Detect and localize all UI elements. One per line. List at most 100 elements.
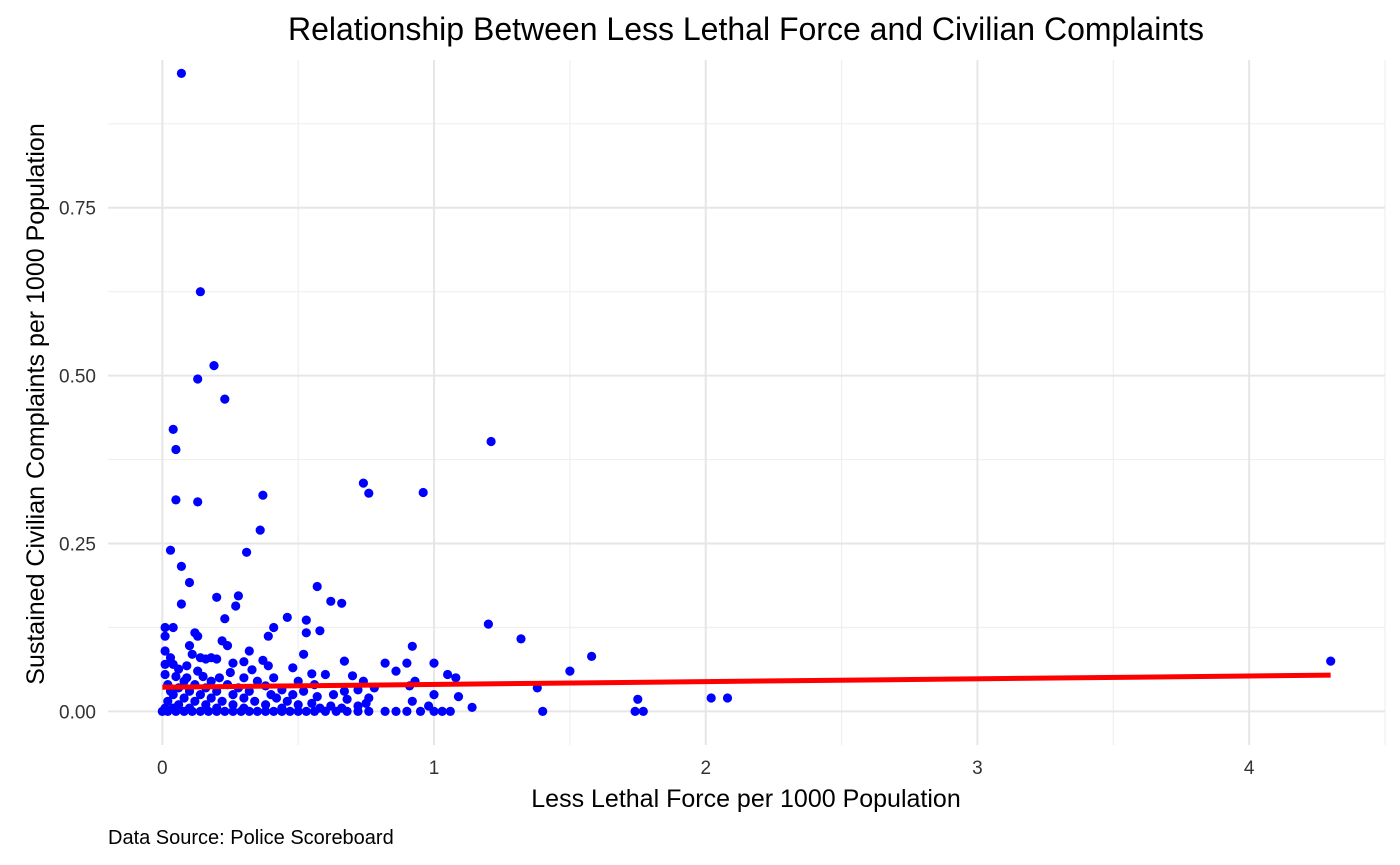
x-axis-title: Less Lethal Force per 1000 Population <box>531 785 960 813</box>
data-point <box>320 669 330 680</box>
data-point <box>168 424 178 434</box>
data-point <box>307 698 317 709</box>
data-point <box>228 700 238 710</box>
data-point <box>225 667 235 678</box>
data-point <box>364 488 374 498</box>
data-point <box>443 669 453 680</box>
data-point <box>255 525 265 535</box>
data-point <box>282 696 292 706</box>
data-point <box>301 628 311 638</box>
data-point <box>160 646 170 656</box>
data-point <box>320 706 330 717</box>
data-point <box>288 663 298 673</box>
data-point <box>429 706 439 717</box>
data-point <box>391 706 401 717</box>
data-point <box>407 696 417 706</box>
data-point <box>271 693 282 703</box>
data-point <box>402 706 412 717</box>
data-point <box>722 693 733 703</box>
trend-line <box>162 672 1331 690</box>
data-point <box>630 706 640 717</box>
data-point <box>353 706 363 717</box>
data-point <box>220 614 230 624</box>
data-point <box>212 706 222 717</box>
data-point <box>214 673 224 683</box>
data-point <box>516 634 526 644</box>
data-point <box>168 622 178 633</box>
data-point <box>228 658 238 668</box>
data-point <box>171 444 181 455</box>
data-point <box>307 669 317 679</box>
data-point <box>187 706 197 717</box>
chart-title: Relationship Between Less Lethal Force a… <box>288 11 1204 47</box>
data-point <box>217 696 227 706</box>
data-point <box>418 487 428 498</box>
data-point <box>193 497 203 507</box>
x-tick-label: 3 <box>972 758 983 779</box>
data-point <box>171 671 181 682</box>
data-point <box>299 649 309 659</box>
data-point <box>160 631 170 641</box>
data-point <box>339 656 349 666</box>
data-point <box>179 706 189 717</box>
data-point <box>239 657 249 667</box>
y-tick-label: 0.25 <box>59 535 96 556</box>
data-point <box>209 361 219 371</box>
data-point <box>233 591 243 601</box>
data-point <box>486 436 496 447</box>
data-point <box>198 671 208 682</box>
data-point <box>467 702 477 713</box>
data-point <box>160 659 170 670</box>
data-point <box>242 547 252 557</box>
data-point <box>184 577 195 588</box>
data-point <box>380 706 390 717</box>
data-point <box>445 706 455 717</box>
data-point <box>407 641 417 651</box>
data-point <box>187 649 197 659</box>
data-point <box>176 599 186 609</box>
data-point <box>239 693 249 703</box>
data-point <box>236 706 246 717</box>
data-point <box>269 673 279 683</box>
data-point <box>206 676 216 686</box>
data-point <box>193 374 203 384</box>
y-tick-label: 0.50 <box>59 367 96 388</box>
data-point <box>206 693 216 703</box>
data-point <box>258 490 268 500</box>
data-point <box>171 706 181 717</box>
data-source-caption: Data Source: Police Scoreboard <box>108 827 394 849</box>
data-point <box>176 561 186 572</box>
data-point <box>312 692 322 702</box>
data-point <box>239 673 249 683</box>
data-point <box>263 631 273 641</box>
data-point <box>1326 656 1336 666</box>
data-point <box>638 706 648 717</box>
data-point <box>176 68 186 78</box>
data-point <box>277 706 287 717</box>
data-point <box>220 706 230 717</box>
data-point <box>328 690 339 700</box>
data-point <box>293 700 303 710</box>
data-point <box>244 686 254 696</box>
data-point <box>391 666 401 676</box>
data-point <box>288 690 298 700</box>
data-point <box>347 671 358 681</box>
data-point <box>402 658 412 668</box>
data-point <box>358 478 368 488</box>
data-point <box>337 598 347 608</box>
data-point <box>269 706 279 717</box>
data-point <box>174 664 184 674</box>
data-point <box>182 661 192 671</box>
data-point <box>309 706 320 717</box>
x-tick-label: 0 <box>157 758 168 779</box>
x-axis-ticks: 0 1 2 3 4 <box>157 758 1255 779</box>
data-point <box>201 654 211 664</box>
data-point <box>244 706 254 717</box>
data-point <box>195 287 205 297</box>
data-point <box>222 641 233 651</box>
data-point <box>203 706 214 717</box>
data-point <box>231 601 241 611</box>
data-point <box>293 706 303 717</box>
data-point <box>429 690 439 700</box>
data-point <box>538 706 548 717</box>
